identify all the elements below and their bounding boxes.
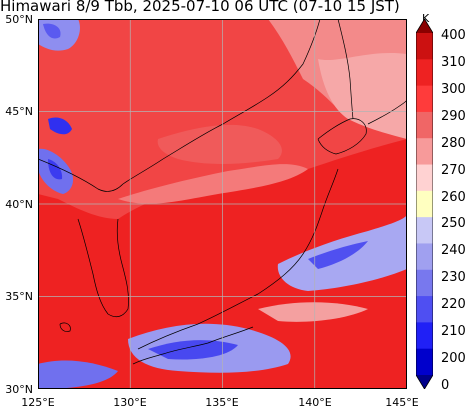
lon-label-125: 125°E bbox=[21, 396, 55, 409]
coastline-kyushu-shikoku bbox=[132, 326, 254, 365]
cloud-band-east bbox=[318, 52, 407, 140]
colorbar-extend-top bbox=[416, 19, 433, 33]
colorbar-segment bbox=[416, 217, 433, 244]
colorbar-extend-bottom bbox=[416, 375, 433, 389]
lat-label-40: 40°N bbox=[5, 198, 33, 211]
coastline-hokkaido bbox=[317, 118, 367, 155]
lon-label-140: 140°E bbox=[298, 396, 332, 409]
lon-label-130: 130°E bbox=[113, 396, 147, 409]
colorbar-tick-label: 0 bbox=[441, 378, 450, 393]
cloud-fringe-southeast bbox=[258, 302, 368, 322]
colorbar-segment bbox=[416, 296, 433, 323]
colorbar-tick-label: 300 bbox=[441, 81, 466, 97]
cold-cloud-west-core bbox=[48, 159, 63, 180]
colorbar-segment bbox=[416, 85, 433, 113]
colorbar-segment bbox=[416, 322, 433, 350]
lon-label-145: 145°E bbox=[385, 396, 419, 409]
colorbar-tick-label: 270 bbox=[441, 162, 466, 178]
coastline-japan bbox=[137, 168, 339, 350]
cold-cloud-northwest-core bbox=[43, 23, 61, 39]
lat-label-35: 35°N bbox=[5, 290, 33, 303]
colorbar-unit: K bbox=[422, 12, 430, 25]
colorbar-segment bbox=[416, 190, 433, 218]
colorbar-tick-label: 200 bbox=[441, 351, 466, 367]
lat-label-30: 30°N bbox=[5, 383, 33, 396]
colorbar-segment bbox=[416, 111, 433, 139]
colorbar bbox=[416, 19, 433, 389]
coastline-tsushima bbox=[59, 322, 71, 332]
colorbar-tick-label: 260 bbox=[441, 189, 466, 205]
colorbar-tick-label: 280 bbox=[441, 135, 466, 151]
colorbar-segment bbox=[416, 243, 433, 271]
colorbar-tick-label: 240 bbox=[441, 243, 466, 259]
colorbar-segment bbox=[416, 269, 433, 297]
colorbar-tick-label: 290 bbox=[441, 108, 466, 124]
lat-label-50: 50°N bbox=[5, 13, 33, 26]
cold-cloud-south-core bbox=[148, 340, 238, 360]
colorbar-segment bbox=[416, 33, 433, 60]
cloud-streak-sea-of-japan bbox=[118, 164, 308, 204]
colorbar-tick-label: 310 bbox=[441, 54, 466, 70]
cold-cloud-southwest bbox=[38, 360, 118, 389]
cold-cloud-manchuria bbox=[48, 117, 72, 135]
colorbar-tick-label: 210 bbox=[441, 324, 466, 340]
cold-cloud-honshu-core bbox=[308, 241, 368, 269]
colorbar-tick-label: 250 bbox=[441, 216, 466, 232]
coastline-asia-mainland bbox=[38, 19, 321, 192]
colorbar-tick-label: 220 bbox=[441, 297, 466, 313]
lon-label-135: 135°E bbox=[205, 396, 239, 409]
colorbar-tick-label: 400 bbox=[441, 28, 466, 43]
map-frame bbox=[38, 19, 407, 389]
colorbar-segment bbox=[416, 164, 433, 192]
colorbar-segment bbox=[416, 59, 433, 87]
coastline-sakhalin bbox=[337, 19, 354, 120]
colorbar-segment bbox=[416, 348, 433, 376]
coastline-korea bbox=[77, 218, 129, 318]
colorbar-tick-label: 230 bbox=[441, 270, 466, 286]
lat-label-45: 45°N bbox=[5, 105, 33, 118]
satellite-map[interactable] bbox=[38, 19, 407, 389]
cloud-band-central bbox=[157, 124, 282, 164]
colorbar-segment bbox=[416, 138, 433, 166]
map-title: Himawari 8/9 Tbb, 2025-07-10 06 UTC (07-… bbox=[0, 0, 400, 15]
